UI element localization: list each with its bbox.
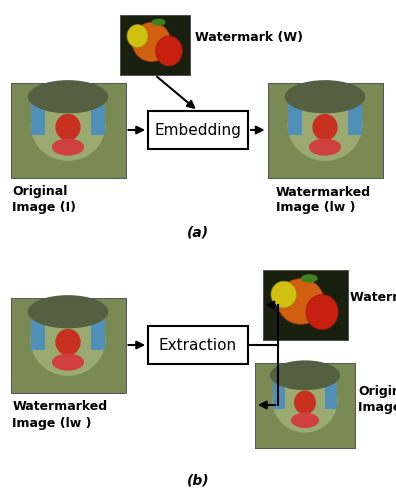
Ellipse shape	[342, 100, 354, 107]
Ellipse shape	[301, 274, 318, 282]
Ellipse shape	[28, 80, 108, 114]
Ellipse shape	[28, 295, 108, 328]
FancyBboxPatch shape	[348, 97, 362, 134]
FancyBboxPatch shape	[91, 312, 105, 350]
FancyBboxPatch shape	[11, 298, 126, 392]
Ellipse shape	[272, 369, 337, 432]
Ellipse shape	[271, 281, 297, 308]
FancyBboxPatch shape	[268, 82, 383, 178]
FancyBboxPatch shape	[120, 15, 190, 75]
Ellipse shape	[85, 100, 97, 107]
Text: (a): (a)	[187, 226, 209, 240]
Ellipse shape	[52, 138, 84, 156]
FancyBboxPatch shape	[11, 82, 126, 178]
FancyBboxPatch shape	[148, 111, 248, 149]
Ellipse shape	[39, 314, 51, 322]
Ellipse shape	[270, 360, 340, 390]
FancyBboxPatch shape	[273, 375, 285, 409]
Ellipse shape	[30, 90, 105, 161]
Ellipse shape	[132, 22, 171, 62]
Ellipse shape	[291, 412, 319, 428]
Ellipse shape	[306, 294, 338, 330]
FancyBboxPatch shape	[263, 270, 348, 340]
Ellipse shape	[55, 114, 81, 140]
Ellipse shape	[294, 390, 316, 414]
Ellipse shape	[39, 100, 51, 107]
Ellipse shape	[320, 378, 330, 384]
FancyBboxPatch shape	[91, 97, 105, 134]
FancyBboxPatch shape	[31, 97, 45, 134]
Ellipse shape	[85, 314, 97, 322]
Text: Watermarked
Image (lw ): Watermarked Image (lw )	[13, 400, 108, 430]
Text: Extraction: Extraction	[159, 338, 237, 352]
FancyBboxPatch shape	[31, 312, 45, 350]
Text: Watermark (W): Watermark (W)	[350, 290, 396, 304]
Text: (b): (b)	[187, 473, 209, 487]
Text: Original
Image (I): Original Image (I)	[358, 386, 396, 414]
FancyBboxPatch shape	[288, 97, 302, 134]
Text: Watermark (W): Watermark (W)	[195, 30, 303, 44]
Ellipse shape	[277, 279, 324, 324]
Ellipse shape	[127, 24, 148, 48]
Text: Embedding: Embedding	[154, 122, 242, 138]
Ellipse shape	[309, 138, 341, 156]
Ellipse shape	[296, 100, 308, 107]
Ellipse shape	[152, 18, 166, 26]
FancyBboxPatch shape	[325, 375, 337, 409]
Ellipse shape	[312, 114, 338, 140]
Ellipse shape	[55, 329, 81, 355]
Ellipse shape	[287, 90, 362, 161]
FancyBboxPatch shape	[255, 362, 355, 448]
Text: Watermarked
Image (lw ): Watermarked Image (lw )	[276, 186, 371, 214]
Ellipse shape	[30, 304, 105, 376]
Ellipse shape	[156, 36, 182, 66]
FancyBboxPatch shape	[148, 326, 248, 364]
Ellipse shape	[280, 378, 290, 384]
Text: Original
Image (I): Original Image (I)	[13, 186, 76, 214]
Ellipse shape	[285, 80, 365, 114]
Ellipse shape	[52, 354, 84, 370]
